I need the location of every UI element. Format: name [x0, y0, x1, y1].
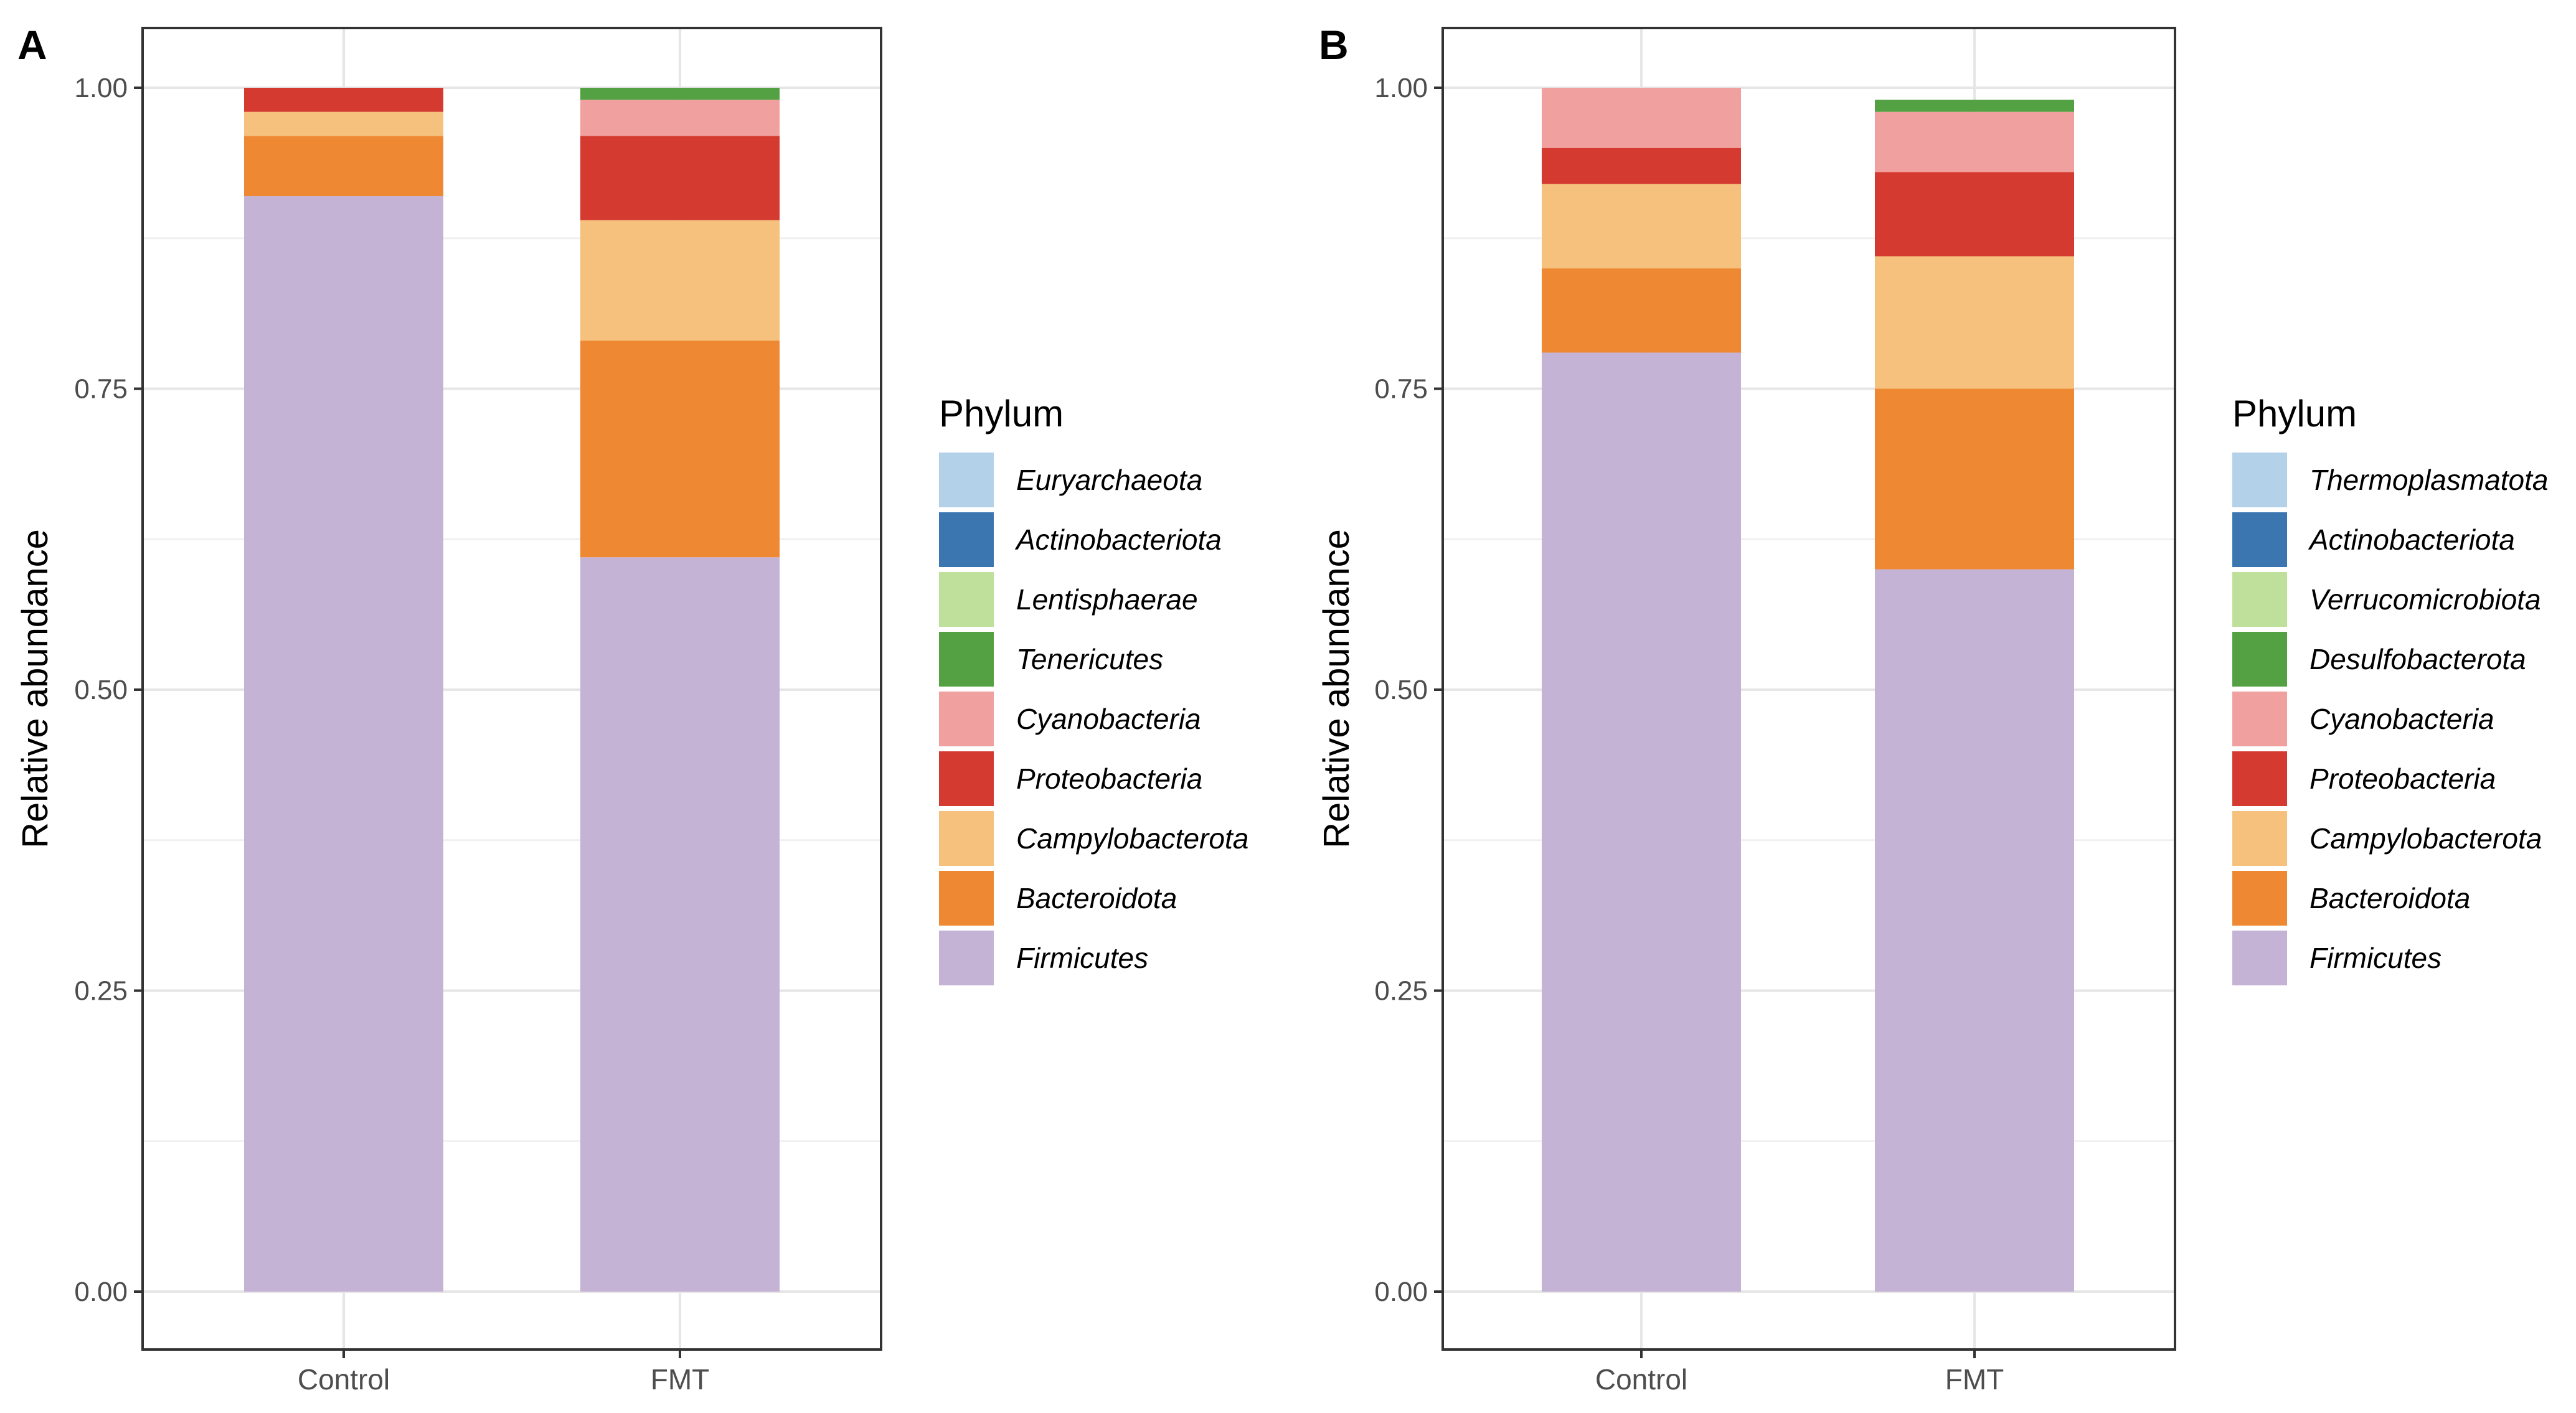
- legend-label: Firmicutes: [2309, 942, 2442, 974]
- y-axis-title: Relative abundance: [1316, 529, 1357, 848]
- bar-fmt-proteobacteria: [580, 136, 780, 220]
- legend-key-cyanobacteria: [939, 692, 994, 746]
- y-tick-label: 0.75: [1374, 374, 1428, 405]
- y-tick-label: 0.25: [74, 976, 128, 1007]
- legend-key-euryarchaeota: [939, 453, 994, 507]
- legend: Phylum Euryarchaeota Actinobacteriota Lenti…: [939, 393, 1248, 985]
- bar-control-bacteroidota: [1542, 268, 1741, 353]
- x-tick-label: Control: [298, 1363, 390, 1396]
- legend-key-campylobacterota: [2232, 811, 2287, 866]
- legend-label: Bacteroidota: [1016, 882, 1177, 914]
- bars: [244, 88, 780, 1292]
- bar-control-campylobacterota: [1542, 184, 1741, 269]
- legend-key-bacteroidota: [939, 871, 994, 926]
- legend-label: Bacteroidota: [2309, 882, 2470, 914]
- legend-label: Proteobacteria: [2309, 763, 2496, 795]
- legend-label: Desulfobacterota: [2309, 643, 2526, 675]
- legend-title: Phylum: [2232, 393, 2357, 434]
- legend-key-firmicutes: [939, 931, 994, 985]
- bar-fmt-bacteroidota: [1875, 388, 2074, 570]
- bar-control-bacteroidota: [244, 136, 443, 197]
- bar-fmt-campylobacterota: [580, 220, 780, 341]
- legend-key-verrucomicrobiota: [2232, 572, 2287, 627]
- bar-fmt-bacteroidota: [580, 340, 780, 558]
- x-tick-label: FMT: [651, 1363, 710, 1396]
- legend: Phylum Thermoplasmatota Actinobacteriota Ve…: [2232, 393, 2549, 985]
- y-tick-label: 1.00: [1374, 73, 1428, 103]
- bar-control-firmicutes: [1542, 352, 1741, 1292]
- legend-title: Phylum: [939, 393, 1064, 434]
- legend-label: Euryarchaeota: [1016, 464, 1202, 496]
- legend-key-actinobacteriota: [939, 512, 994, 567]
- bar-fmt-firmicutes: [580, 557, 780, 1292]
- x-axis: Control FMT: [1595, 1350, 2004, 1396]
- legend-label: Firmicutes: [1016, 942, 1148, 974]
- y-tick-label: 0.00: [74, 1277, 128, 1307]
- bar-control-proteobacteria: [1542, 148, 1741, 184]
- legend-key-bacteroidota: [2232, 871, 2287, 926]
- bar-control-firmicutes: [244, 196, 443, 1292]
- bar-fmt-tenericutes: [580, 88, 780, 100]
- legend-label: Thermoplasmatota: [2309, 464, 2549, 496]
- legend-key-desulfobacterota: [2232, 632, 2287, 687]
- legend-label: Campylobacterota: [2309, 822, 2542, 855]
- legend-label: Actinobacteriota: [1014, 523, 1222, 556]
- bar-fmt-desulfobacterota: [1875, 100, 2074, 112]
- legend-label: Proteobacteria: [1016, 763, 1202, 795]
- bar-fmt-firmicutes: [1875, 569, 2074, 1292]
- y-tick-label: 0.50: [1374, 675, 1428, 705]
- legend-key-thermoplasmatota: [2232, 453, 2287, 507]
- y-axis-title: Relative abundance: [15, 529, 55, 848]
- bar-fmt-cyanobacteria: [580, 100, 780, 136]
- y-tick-label: 0.00: [1374, 1277, 1428, 1307]
- bar-fmt-proteobacteria: [1875, 172, 2074, 256]
- legend-label: Lentisphaerae: [1016, 583, 1198, 616]
- y-tick-label: 0.50: [74, 675, 128, 705]
- bars: [1542, 88, 2074, 1292]
- chart-panel-b: B 0.00 0.25 0.50 0.75 1.00 Relative abundance C…: [1316, 22, 2549, 1396]
- legend-label: Verrucomicrobiota: [2309, 583, 2541, 616]
- legend-label: Actinobacteriota: [2308, 523, 2515, 556]
- y-axis: 0.00 0.25 0.50 0.75 1.00 Relative abundance: [1316, 73, 1443, 1307]
- legend-label: Campylobacterota: [1016, 822, 1248, 855]
- legend-label: Cyanobacteria: [1016, 703, 1201, 735]
- y-tick-label: 0.75: [74, 374, 128, 405]
- bar-control-campylobacterota: [244, 111, 443, 136]
- bar-fmt-campylobacterota: [1875, 256, 2074, 389]
- y-tick-label: 1.00: [74, 73, 128, 103]
- legend-label: Cyanobacteria: [2309, 703, 2494, 735]
- legend-key-proteobacteria: [939, 751, 994, 806]
- bar-fmt-cyanobacteria: [1875, 111, 2074, 172]
- bar-control-cyanobacteria: [1542, 88, 1741, 148]
- y-tick-label: 0.25: [1374, 976, 1428, 1007]
- legend-key-actinobacteriota: [2232, 512, 2287, 567]
- legend-label: Tenericutes: [1016, 643, 1163, 675]
- panel-label: B: [1319, 22, 1349, 68]
- legend-key-proteobacteria: [2232, 751, 2287, 806]
- bar-control-proteobacteria: [244, 88, 443, 112]
- legend-key-tenericutes: [939, 632, 994, 687]
- legend-key-campylobacterota: [939, 811, 994, 866]
- legend-key-lentisphaerae: [939, 572, 994, 627]
- x-axis: Control FMT: [298, 1350, 709, 1396]
- y-axis: 0.00 0.25 0.50 0.75 1.00 Relative abundance: [15, 73, 143, 1307]
- chart-panel-a: A 0.00 0.25 0.50 0.75 1.00 Relative abundance C…: [15, 22, 1248, 1396]
- x-tick-label: FMT: [1945, 1363, 2004, 1396]
- legend-key-cyanobacteria: [2232, 692, 2287, 746]
- x-tick-label: Control: [1595, 1363, 1687, 1396]
- panel-label: A: [17, 22, 47, 68]
- legend-key-firmicutes: [2232, 931, 2287, 985]
